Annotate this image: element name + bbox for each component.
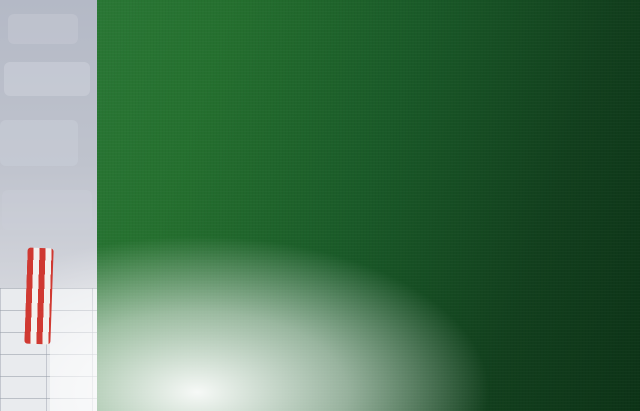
wall-pattern bbox=[2, 190, 92, 230]
left-woman-photo bbox=[0, 148, 167, 411]
red-striped-towel bbox=[24, 247, 54, 345]
wall-pattern bbox=[4, 62, 90, 96]
light-glow bbox=[50, 225, 510, 411]
wall-pattern bbox=[8, 14, 78, 44]
wall-pattern bbox=[0, 120, 78, 166]
figure-hair bbox=[46, 148, 104, 236]
